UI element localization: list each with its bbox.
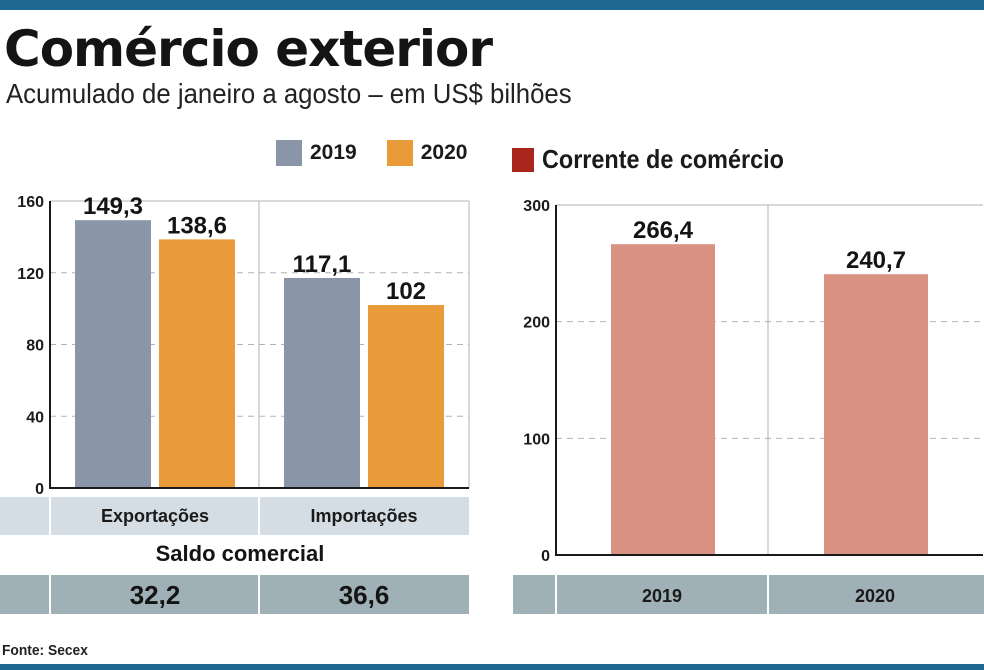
bar-2019-1: [284, 277, 360, 488]
page-subtitle: Acumulado de janeiro a agosto – em US$ b…: [6, 78, 572, 109]
source-note: Fonte: Secex: [2, 642, 88, 659]
category-label: 2019: [642, 586, 682, 606]
bar-corrente-2019: [611, 244, 715, 555]
y-tick-label: 120: [17, 266, 44, 283]
top-accent-bar: [0, 0, 984, 10]
y-tick-label: 40: [26, 409, 44, 426]
data-label: 102: [386, 278, 426, 305]
data-label: 240,7: [846, 247, 906, 274]
legend-swatch-2019: [276, 140, 302, 166]
y-tick-label: 100: [523, 431, 550, 448]
category-label: Importações: [310, 506, 417, 526]
legend-label-corrente: Corrente de comércio: [542, 144, 784, 174]
category-band: [0, 497, 469, 535]
bar-2020-1: [368, 305, 444, 488]
year-band: [513, 575, 984, 614]
bottom-accent-bar: [0, 664, 984, 670]
y-tick-label: 0: [35, 481, 44, 498]
data-label: 149,3: [83, 193, 143, 220]
page-title: Comércio exterior: [4, 20, 493, 78]
legend-swatch-2020: [386, 140, 413, 166]
bar-2019-0: [75, 220, 151, 489]
saldo-band: [0, 575, 469, 614]
data-label: 266,4: [633, 217, 694, 244]
saldo-title: Saldo comercial: [156, 541, 325, 566]
y-tick-label: 80: [26, 338, 44, 355]
data-label: 138,6: [167, 212, 227, 239]
legend-swatch-corrente: [512, 147, 534, 172]
legend-label-2020: 2020: [420, 141, 468, 164]
saldo-value: 36,6: [339, 580, 390, 610]
legend-right: Corrente de comércio: [512, 144, 811, 175]
y-tick-label: 0: [541, 548, 550, 565]
bar-corrente-2020: [824, 274, 928, 555]
category-label: 2020: [855, 586, 895, 606]
legend-label-2019: 2019: [310, 141, 357, 164]
legend-left: 2019 2020: [276, 140, 467, 166]
data-label: 117,1: [293, 251, 352, 278]
y-tick-label: 300: [523, 198, 550, 215]
category-label: Exportações: [101, 506, 209, 526]
y-tick-label: 200: [523, 315, 550, 332]
y-tick-label: 160: [17, 194, 44, 211]
bar-2020-0: [159, 239, 235, 488]
saldo-value: 32,2: [130, 580, 181, 610]
